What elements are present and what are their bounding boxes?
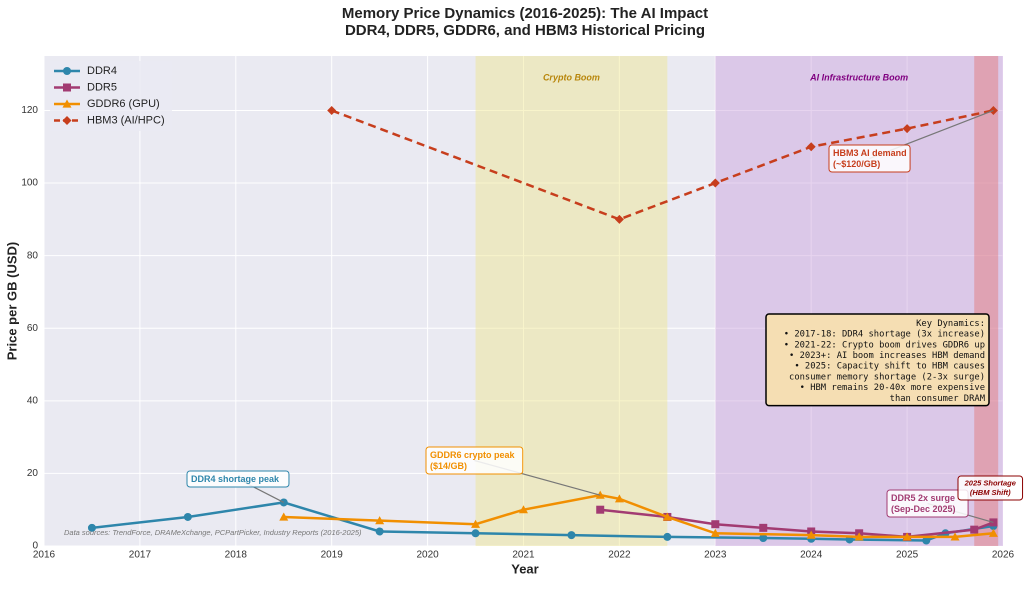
data-point (710, 528, 720, 537)
annotation-text: GDDR6 crypto peak (430, 450, 516, 460)
data-point (519, 505, 528, 514)
data-point (663, 532, 672, 541)
data-point (950, 532, 960, 541)
data-point (902, 124, 912, 134)
chart-subtitle: DDR4, DDR5, GDDR6, and HBM3 Historical P… (345, 22, 705, 39)
annotation-text: (Sep-Dec 2025) (891, 504, 956, 514)
legend-label: HBM3 (AI/HPC) (87, 114, 165, 126)
x-tick-label: 2024 (800, 550, 823, 561)
legend-label: DDR4 (87, 65, 117, 77)
x-tick-label: 2025 (896, 550, 919, 561)
shaded-region (974, 56, 999, 546)
data-point (327, 105, 337, 115)
y-tick-label: 100 (21, 178, 38, 189)
x-tick-label: 2023 (704, 550, 727, 561)
legend-marker (63, 67, 71, 75)
data-point (759, 523, 768, 532)
annotation-box (425, 446, 524, 475)
key-text: Key Dynamics: (916, 319, 985, 329)
x-tick-label: 2020 (416, 550, 439, 561)
shaded-region (715, 56, 1003, 546)
data-point (970, 525, 979, 534)
annotation-text: 2025 Shortage (964, 479, 1016, 488)
annotation-box (886, 489, 969, 518)
region-label: Crypto Boom (543, 72, 600, 82)
data-point (854, 532, 864, 541)
annotation-text: (HBM Shift) (970, 488, 1011, 497)
data-point (806, 142, 816, 152)
legend-marker (62, 99, 72, 108)
data-point (710, 178, 720, 188)
annotation-text: (~$120/GB) (833, 159, 880, 169)
chart-title: Memory Price Dynamics (2016-2025): The A… (342, 5, 708, 22)
data-point (567, 531, 576, 540)
y-axis-label: Price per GB (USD) (4, 242, 19, 360)
data-point (988, 528, 998, 537)
x-tick-label: 2026 (992, 550, 1015, 561)
region-label: AI Infrastructure Boom (809, 72, 908, 82)
key-text: • 2021-22: Crypto boom drives GDDR6 up (784, 340, 985, 350)
legend: DDR4 DDR5 GDDR6 (GPU) HBM3 (AI/HPC) (50, 61, 172, 131)
annotation-text: ($14/GB) (430, 461, 467, 471)
x-tick-label: 2016 (33, 550, 56, 561)
data-point (279, 512, 289, 521)
annotation-box (828, 144, 911, 173)
x-tick-label: 2022 (608, 550, 631, 561)
key-text: consumer memory shortage (2-3x surge) (789, 372, 985, 382)
data-point (662, 512, 672, 521)
x-tick-label: 2018 (225, 550, 248, 561)
legend-label: DDR5 (87, 81, 117, 93)
legend-marker (63, 83, 71, 92)
data-point (471, 529, 480, 538)
annotation-text: DDR4 shortage peak (191, 474, 280, 484)
key-text: • 2023+: AI boom increases HBM demand (789, 351, 985, 361)
legend-label: GDDR6 (GPU) (87, 98, 160, 110)
key-text: • HBM remains 20-40x more expensive (800, 383, 985, 393)
data-point (183, 512, 192, 521)
y-tick-label: 80 (27, 250, 39, 261)
key-text: • 2017-18: DDR4 shortage (3x increase) (784, 330, 985, 340)
data-point (806, 530, 816, 539)
legend-marker (62, 116, 72, 125)
x-tick-label: 2019 (321, 550, 344, 561)
source-note: Data sources: TrendForce, DRAMeXchange, … (64, 528, 362, 537)
data-point (375, 516, 385, 525)
y-tick-label: 60 (27, 323, 39, 334)
key-text: than consumer DRAM (890, 394, 985, 404)
data-point (711, 520, 720, 529)
data-point (759, 534, 768, 543)
data-point (902, 532, 912, 541)
series-line (331, 109, 994, 221)
annotation-text: HBM3 AI demand (833, 148, 907, 158)
annotation-box (186, 470, 290, 488)
key-text: • 2025: Capacity shift to HBM causes (794, 362, 985, 372)
data-point (471, 519, 481, 528)
data-point (375, 527, 384, 536)
y-tick-label: 120 (21, 105, 38, 116)
annotation-box (957, 475, 1024, 501)
y-tick-label: 20 (27, 468, 39, 479)
annotation-text: DDR5 2x surge (891, 493, 955, 503)
y-tick-label: 40 (27, 395, 39, 406)
data-point (614, 214, 624, 224)
y-tick-label: 0 (32, 541, 38, 552)
data-point (87, 523, 96, 532)
x-tick-label: 2017 (129, 550, 152, 561)
x-tick-label: 2021 (512, 550, 535, 561)
data-point (614, 494, 624, 503)
data-point (596, 505, 605, 514)
data-point (922, 536, 931, 545)
key-box (765, 313, 990, 407)
x-axis-label: Year (511, 561, 538, 576)
